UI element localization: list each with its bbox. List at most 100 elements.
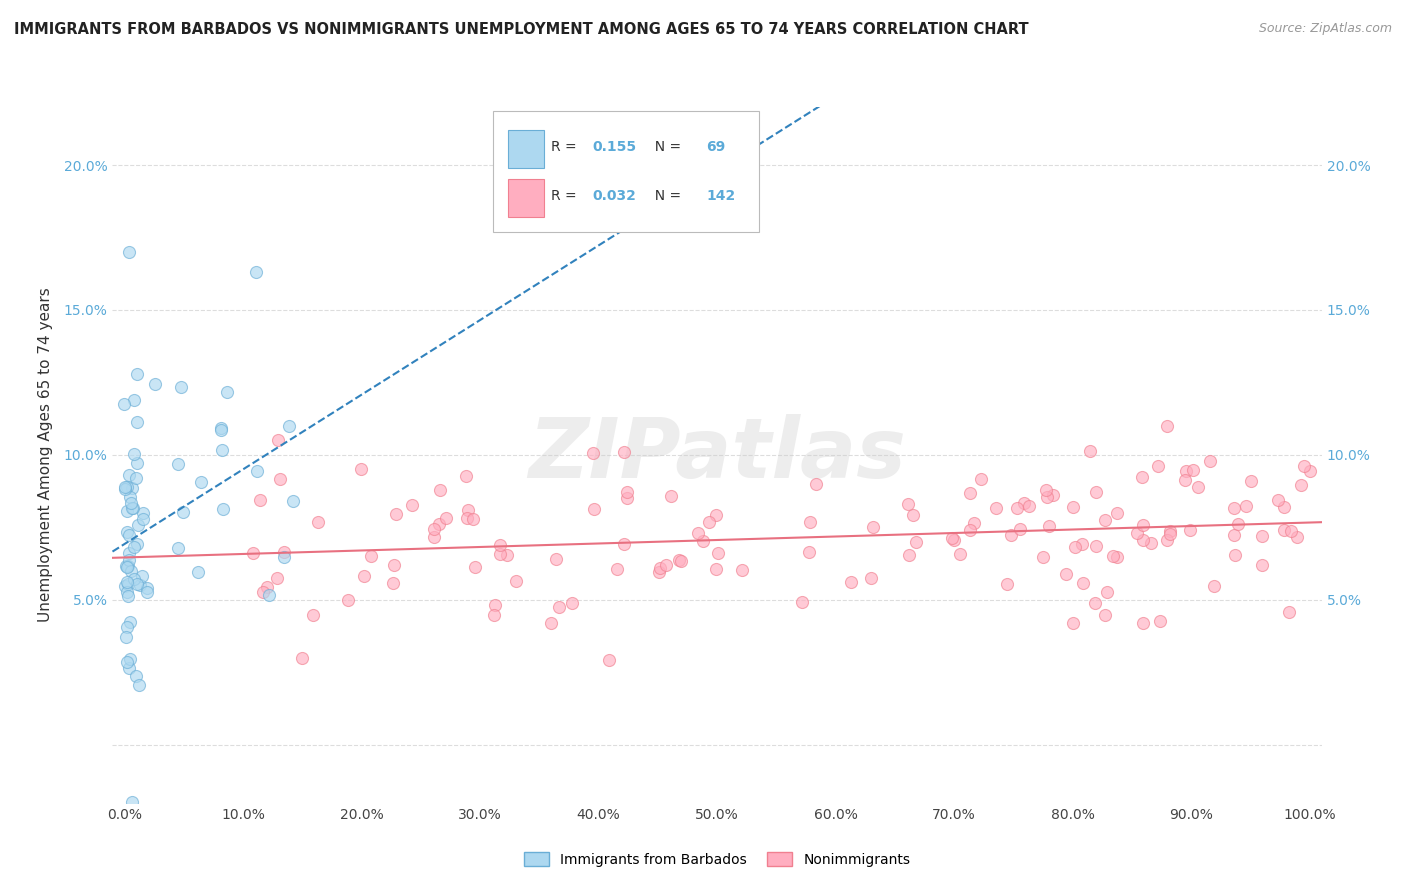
Point [1174, 473, 1197, 487]
Point [797, 545, 820, 559]
Point [266, 571, 288, 585]
Text: Source: ZipAtlas.com: Source: ZipAtlas.com [1258, 22, 1392, 36]
Point [941, 532, 963, 546]
Point [970, 472, 993, 486]
Point [1035, 491, 1057, 505]
Point [273, 549, 295, 564]
Text: 142: 142 [706, 189, 735, 203]
FancyBboxPatch shape [494, 111, 759, 232]
Point [1278, 606, 1301, 620]
Point [307, 515, 329, 529]
Point [616, 491, 638, 505]
Point [360, 549, 382, 563]
Point [117, 589, 139, 603]
Point [1159, 527, 1181, 541]
Point [995, 577, 1018, 591]
Point [121, 496, 143, 510]
Point [1223, 549, 1246, 563]
Point [427, 516, 450, 531]
Point [984, 500, 1007, 515]
Point [353, 569, 375, 583]
Point [120, 564, 142, 578]
Point [115, 524, 138, 539]
Point [1174, 463, 1197, 477]
Point [1085, 539, 1108, 553]
Point [461, 512, 484, 526]
Point [118, 552, 141, 566]
Point [484, 598, 506, 612]
Point [804, 477, 827, 491]
Point [117, 559, 139, 574]
Point [170, 380, 193, 394]
Point [1126, 525, 1149, 540]
Point [904, 534, 927, 549]
Point [668, 553, 690, 567]
Point [1234, 499, 1257, 513]
Point [112, 397, 135, 411]
Point [1223, 528, 1246, 542]
Point [115, 480, 138, 494]
Point [209, 423, 232, 437]
Point [217, 384, 239, 399]
Point [1272, 524, 1295, 538]
Point [1286, 530, 1309, 544]
Point [901, 508, 924, 523]
Point [422, 530, 444, 544]
Text: R =: R = [551, 189, 582, 203]
Point [1267, 493, 1289, 508]
Point [122, 447, 145, 461]
Point [1010, 522, 1032, 536]
Point [457, 503, 479, 517]
Point [283, 494, 305, 508]
Point [209, 420, 232, 434]
Text: R =: R = [551, 140, 582, 154]
Point [211, 442, 233, 457]
Point [118, 615, 141, 630]
Point [401, 499, 423, 513]
Point [949, 547, 972, 561]
Point [648, 565, 671, 579]
Point [1078, 443, 1101, 458]
Point [277, 419, 299, 434]
Text: IMMIGRANTS FROM BARBADOS VS NONIMMIGRANTS UNEMPLOYMENT AMONG AGES 65 TO 74 YEARS: IMMIGRANTS FROM BARBADOS VS NONIMMIGRANT… [14, 22, 1029, 37]
Point [1223, 500, 1246, 515]
Text: ZIPatlas: ZIPatlas [529, 415, 905, 495]
Point [117, 577, 139, 591]
Point [429, 483, 451, 497]
Point [118, 660, 141, 674]
Point [963, 516, 986, 530]
Point [1042, 488, 1064, 502]
Text: 69: 69 [706, 140, 725, 154]
Point [269, 472, 291, 486]
Point [124, 572, 146, 586]
Point [897, 497, 920, 511]
Point [143, 376, 166, 391]
Point [456, 510, 478, 524]
Point [135, 585, 157, 599]
Point [860, 571, 883, 585]
Point [122, 541, 145, 555]
Point [799, 516, 821, 530]
Point [118, 546, 141, 560]
Point [115, 503, 138, 517]
Point [115, 620, 138, 634]
Point [129, 578, 152, 592]
Point [704, 508, 727, 523]
Text: 0.032: 0.032 [592, 189, 637, 203]
Point [496, 548, 519, 562]
Point [1005, 501, 1028, 516]
Point [252, 585, 274, 599]
Point [582, 446, 605, 460]
Point [1156, 533, 1178, 547]
Point [135, 581, 157, 595]
Point [942, 533, 965, 548]
Point [1095, 584, 1118, 599]
Point [730, 563, 752, 577]
Point [1032, 549, 1054, 564]
Point [423, 522, 446, 536]
Point [648, 561, 671, 575]
Point [114, 482, 136, 496]
Point [121, 500, 143, 515]
Point [1054, 566, 1077, 581]
Point [127, 368, 149, 382]
